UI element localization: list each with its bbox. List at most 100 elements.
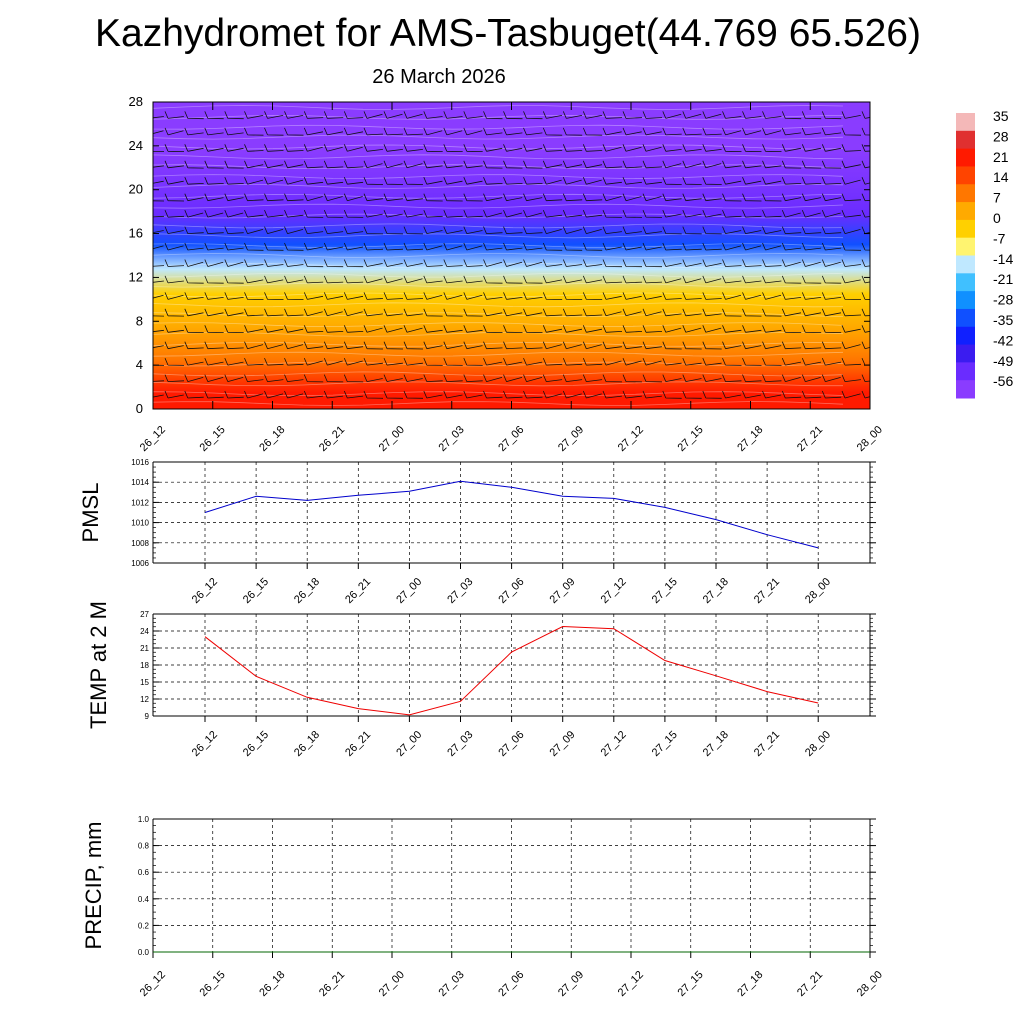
wind-barb [801,374,821,382]
wind-barb [742,341,762,350]
y-tick-label: 1.0 [138,815,150,824]
wind-barb [443,275,463,284]
wind-barb [801,160,822,169]
wind-barb [323,341,344,350]
wind-barb [443,292,463,300]
wind-barb [542,111,563,119]
wind-barb [722,308,742,317]
wind-barb [781,160,802,169]
wind-barb [602,127,622,136]
wind-barb [204,160,224,169]
wind-barb [323,127,344,136]
wind-barb [403,127,424,136]
x-tick-label: 26_21 [343,729,373,759]
colorbar-label: 35 [993,108,1009,124]
wind-barb [582,341,602,350]
wind-barb [722,374,742,382]
wind-barb [403,308,423,317]
wind-barb [542,127,563,136]
wind-barb [781,325,802,333]
wind-barb [702,259,722,267]
wind-barb [523,209,543,218]
wind-barb [483,111,503,120]
wind-barb [662,357,682,366]
wind-barb [463,111,483,119]
wind-barb [742,177,762,185]
y-tick-label: 12 [129,269,143,284]
wind-barb [781,341,802,350]
wind-barb [164,127,184,136]
page-title: Kazhydromet for AMS-Tasbuget(44.769 65.5… [95,12,921,55]
wind-barb [542,259,563,267]
wind-barb [702,275,722,284]
wind-barb [762,144,782,152]
wind-barb [363,242,384,251]
wind-barb [164,242,184,251]
wind-barb [503,325,523,333]
x-tick-label: 28_00 [803,729,833,759]
wind-barb [582,275,603,284]
wind-barb [125,111,144,118]
heatmap-field [153,102,870,409]
wind-barb [164,374,185,382]
wind-barb [781,209,801,218]
x-tick-label: 27_06 [496,424,526,454]
x-tick-label: 27_06 [496,576,526,606]
wind-barb [841,292,862,300]
wind-barb [662,308,682,317]
wind-barb [184,111,204,120]
wind-barb [244,144,264,152]
wind-barb [164,160,184,169]
contour-line [153,302,844,308]
wind-barb [184,325,204,333]
x-tick-label: 27_03 [437,424,467,454]
y-tick-label: 1006 [131,559,149,568]
wind-barb [642,226,662,234]
x-tick-label: 26_15 [241,729,271,759]
wind-barb [483,390,503,399]
colorbar-swatch [956,362,975,381]
wind-barb [383,374,403,382]
contour-line [153,351,844,357]
wind-barb [204,127,224,136]
wind-barb [682,292,702,300]
wind-barb [642,292,662,300]
wind-barb [722,390,742,399]
wind-barb [403,374,423,382]
wind-barb [562,308,583,317]
wind-barb [204,357,224,366]
wind-barb [702,127,722,136]
x-tick-label: 27_00 [377,424,407,454]
wind-barb [562,111,583,119]
wind-barb [284,144,304,152]
wind-barb [383,209,403,218]
wind-barb [403,242,424,251]
wind-barb [244,374,264,382]
wind-barb [423,374,443,382]
y-tick-label: 4 [136,357,143,372]
wind-barb [821,308,842,317]
wind-barb [602,325,623,333]
x-tick-label: 26_15 [198,969,228,999]
wind-barb [303,177,324,185]
wind-barb [582,127,603,136]
wind-barb [742,292,762,300]
wind-barb [722,275,742,284]
wind-barb [702,341,722,350]
wind-barb [523,374,543,382]
wind-barb [503,160,523,169]
y-tick-label: 24 [140,627,149,636]
wind-barb [662,144,682,152]
wind-barb [125,391,144,398]
wind-barb [403,357,423,366]
wind-barb [821,111,842,120]
wind-barb [164,357,185,366]
x-tick-label: 27_18 [701,729,731,759]
wind-barb [463,341,483,350]
y-tick-label: 9 [145,712,150,721]
wind-barb [125,243,144,250]
wind-barb [443,341,463,350]
colorbar-label: -7 [993,230,1006,246]
x-tick-label: 26_21 [343,576,373,606]
x-tick-label: 27_00 [394,576,424,606]
